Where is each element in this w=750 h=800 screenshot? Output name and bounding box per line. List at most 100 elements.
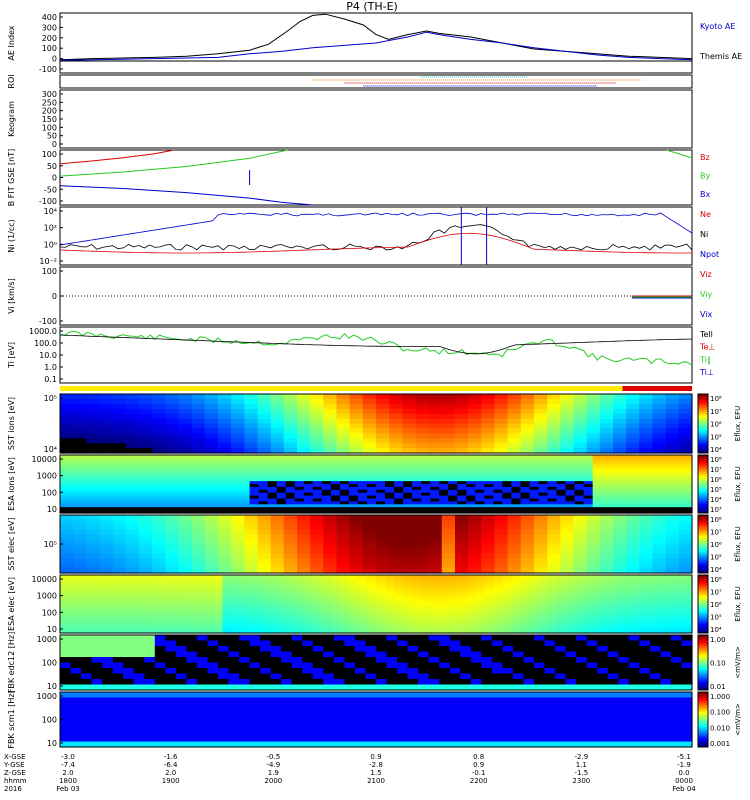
esa-ion-heatmap-cell — [249, 466, 260, 471]
esa-elec-heatmap-cell — [430, 630, 440, 634]
fbk-e12-heatmap-cell — [239, 657, 251, 664]
esa-elec-heatmap-cell — [339, 583, 350, 588]
density-ylabel: Ni (1/cc) — [7, 219, 16, 253]
sst-ion-heatmap-cell — [626, 428, 640, 434]
esa-elec-heatmap-cell — [285, 615, 296, 620]
sst-ion-heatmap-cell — [178, 398, 193, 405]
esa-ion-heatmap-cell — [240, 492, 251, 497]
esa-elec-heatmap-cell — [285, 595, 296, 599]
sst-elec-heatmap-cell — [441, 539, 456, 545]
esa-elec-heatmap-cell — [421, 595, 431, 599]
esa-elec-heatmap-cell — [475, 592, 485, 596]
sst-elec-heatmap-cell — [678, 519, 693, 526]
fbk-e12-heatmap-cell — [470, 679, 482, 686]
esa-elec-heatmap-cell — [628, 586, 639, 591]
esa-elec-heatmap-cell — [330, 606, 341, 611]
esa-elec-heatmap-cell — [673, 575, 684, 579]
fbk-e12-heatmap-cell — [565, 668, 577, 675]
esa-ion-heatmap-cell — [683, 481, 693, 485]
esa-elec-heatmap-cell — [294, 592, 305, 596]
esa-ion-heatmap-cell — [105, 463, 115, 468]
esa-ion-heatmap-cell — [457, 501, 467, 505]
sst-elec-heatmap-cell — [112, 568, 127, 574]
esa-ion-heatmap-cell — [267, 475, 278, 479]
esa-ion-heatmap-cell — [258, 498, 269, 502]
fbk-scm-heatmap-cell — [202, 697, 219, 704]
fbk-e12-heatmap-cell — [649, 651, 661, 658]
esa-ion-heatmap-cell — [96, 507, 106, 511]
fbk-e12-heatmap-cell — [228, 651, 240, 658]
esa-ion-heatmap-cell — [628, 455, 639, 459]
fbk-e12-colorbar-step — [698, 673, 708, 676]
sst-elec-colorbar-step — [698, 561, 708, 564]
esa-ion-heatmap-cell — [583, 484, 594, 488]
sst-elec-heatmap-cell — [165, 568, 180, 574]
fbk-e12-heatmap-cell — [376, 662, 388, 669]
sst-ion-heatmap-cell — [520, 438, 535, 444]
esa-elec-heatmap-cell — [69, 589, 79, 593]
fbk-e12-heatmap-cell — [123, 635, 135, 642]
sst-elec-heatmap-cell — [441, 568, 456, 574]
esa-elec-heatmap-cell — [673, 592, 684, 596]
esa-ion-heatmap-cell — [610, 486, 621, 491]
sst-ion-heatmap-cell — [599, 394, 614, 400]
esa-ion-heatmap-cell — [141, 507, 151, 511]
esa-elec-heatmap-cell — [412, 598, 422, 602]
esa-ion-heatmap-cell — [493, 460, 503, 465]
esa-ion-heatmap-cell — [520, 484, 531, 488]
fbk-e12-heatmap-cell — [196, 662, 208, 669]
fbk-scm-heatmap-cell — [170, 741, 187, 748]
fbk-e12-heatmap-cell — [576, 657, 588, 664]
esa-elec-heatmap-cell — [339, 575, 350, 579]
esa-elec-heatmap-cell — [403, 580, 413, 585]
sst-ion-heatmap-cell — [573, 438, 588, 444]
fbk-scm-heatmap-cell — [91, 725, 108, 732]
esa-elec-heatmap-cell — [592, 575, 603, 579]
esa-ion-heatmap-cell — [276, 472, 287, 476]
esa-elec-heatmap-cell — [222, 577, 233, 582]
fbk-e12-heatmap-cell — [270, 646, 282, 653]
esa-ion-heatmap-cell — [141, 489, 151, 494]
fbk-e12-heatmap-cell — [112, 673, 124, 680]
esa-ion-heatmap-cell — [565, 478, 576, 482]
esa-ion-heatmap-cell — [186, 498, 196, 502]
esa-elec-heatmap-cell — [240, 627, 251, 631]
fbk-e12-heatmap-cell — [670, 646, 682, 653]
esa-ion-heatmap-cell — [222, 457, 233, 462]
esa-ion-heatmap-cell — [493, 472, 503, 476]
sst-elec-heatmap-cell — [468, 548, 482, 555]
fbk-e12-heatmap-cell — [428, 657, 440, 664]
esa-elec-heatmap-cell — [511, 621, 521, 625]
sst-elec-colorbar-step — [698, 528, 708, 531]
fbk-e12-heatmap-cell — [534, 640, 546, 647]
sst-elec-heatmap-cell — [376, 553, 390, 560]
sst-ion-heatmap-cell — [586, 413, 601, 420]
fbk-e12-heatmap-cell — [407, 635, 419, 642]
keogram-ytick: 200 — [42, 107, 57, 116]
esa-ion-heatmap-cell — [628, 469, 639, 473]
esa-ion-heatmap-cell — [105, 455, 115, 459]
sst-ion-heatmap-cell — [86, 428, 101, 434]
esa-elec-heatmap-cell — [457, 618, 467, 622]
esa-elec-heatmap-cell — [583, 612, 594, 617]
esa-elec-heatmap-cell — [231, 592, 242, 596]
sst-elec-colorbar-step — [698, 524, 708, 528]
sst-elec-heatmap-cell — [613, 515, 627, 521]
fbk-e12-heatmap-cell — [491, 668, 503, 675]
esa-elec-heatmap-cell — [403, 618, 413, 622]
fbk-e12-heatmap-cell — [260, 673, 272, 680]
esa-ion-heatmap-cell — [619, 481, 630, 485]
sst-elec-colorbar-step — [698, 545, 708, 549]
sst-ion-colorbar-step — [698, 437, 708, 440]
esa-elec-heatmap-cell — [610, 627, 621, 631]
esa-elec-heatmap-cell — [168, 627, 178, 631]
esa-ion-heatmap-cell — [123, 481, 133, 485]
sst-elec-colorbar-label: Eflux, EFU — [734, 526, 742, 561]
density-ne-line — [59, 232, 692, 254]
esa-elec-heatmap-cell — [511, 575, 521, 579]
sst-elec-heatmap-cell — [586, 539, 601, 545]
esa-ion-heatmap-cell — [574, 504, 585, 508]
sst-ion-heatmap-cell — [402, 438, 417, 444]
density-npot-line — [59, 212, 693, 246]
fbk-e12-heatmap-cell — [144, 673, 156, 680]
